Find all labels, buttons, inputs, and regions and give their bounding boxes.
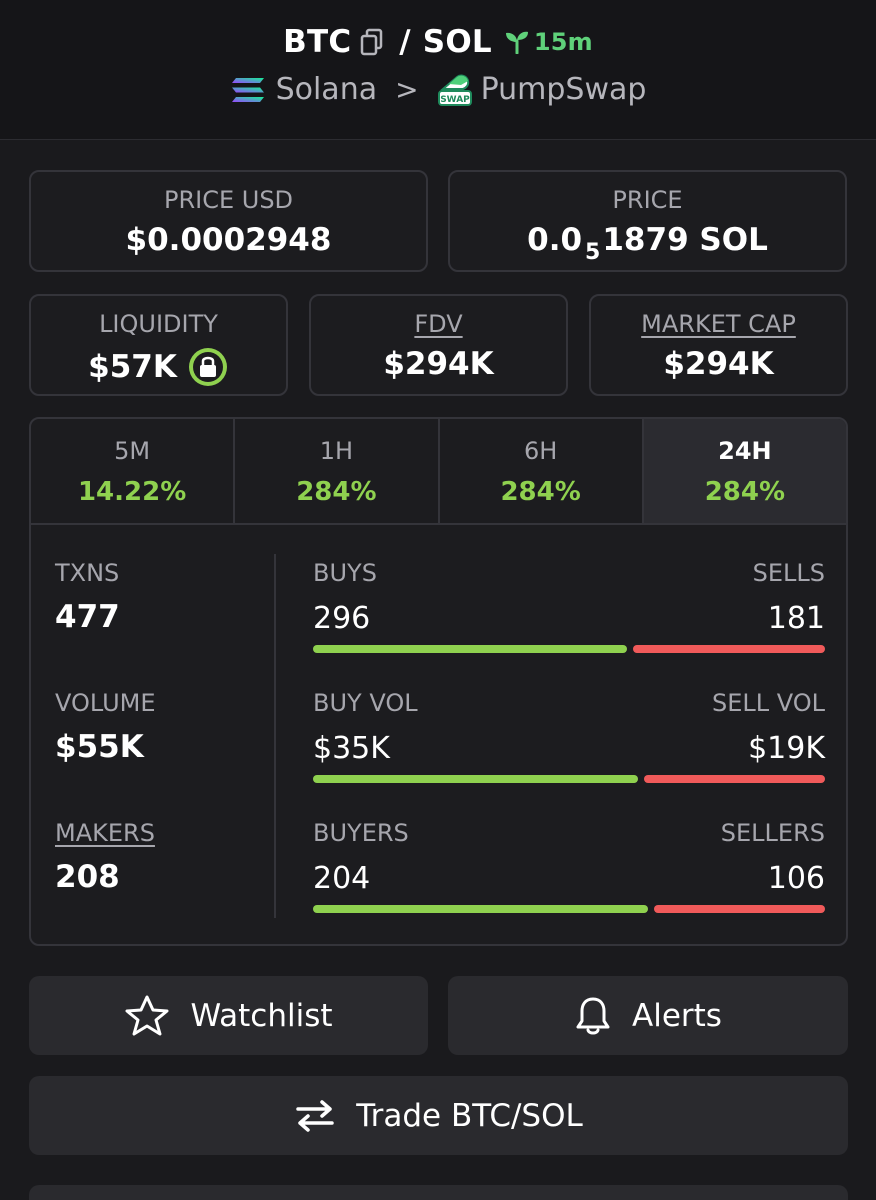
makers-metric: MAKERS 208 [55, 819, 155, 895]
buyers-value: 204 [313, 861, 371, 896]
sell-vol-label: SELL VOL [711, 689, 825, 717]
chain-link[interactable]: Solana [275, 72, 378, 107]
sells-bar [633, 645, 825, 653]
sell-vol-bar [644, 775, 825, 783]
liquidity-label: LIQUIDITY [99, 310, 218, 338]
tab-1h[interactable]: 1H 284% [235, 419, 440, 523]
base-token: BTC [283, 24, 352, 60]
lock-icon[interactable] [187, 346, 229, 388]
market-cap-card[interactable]: MARKET CAP $294K [589, 294, 848, 396]
buy-vol-value: $35K [313, 731, 390, 766]
tab-change: 14.22% [77, 477, 187, 507]
tab-label: 5M [114, 437, 151, 465]
market-cap-label[interactable]: MARKET CAP [641, 310, 796, 338]
buys-sells-ratio: BUYS SELLS 296 181 [313, 559, 825, 669]
liquidity-value: $57K [88, 349, 177, 385]
star-icon [125, 995, 169, 1035]
tab-6h[interactable]: 6H 284% [440, 419, 644, 523]
buyers-bar [313, 905, 648, 913]
solana-icon [230, 76, 266, 104]
watchlist-button[interactable]: Watchlist [29, 976, 428, 1055]
watchlist-label: Watchlist [190, 997, 333, 1034]
tab-24h[interactable]: 24H 284% [643, 419, 846, 523]
quote-token: SOL [422, 24, 492, 60]
tab-change: 284% [500, 477, 581, 507]
sells-value: 181 [767, 601, 825, 636]
buyers-sellers-ratio: BUYERS SELLERS 204 106 [313, 819, 825, 929]
liquidity-value-row: $57K [31, 346, 286, 388]
price-zero-count: 5 [585, 239, 601, 265]
fdv-label[interactable]: FDV [414, 310, 463, 338]
price-native-value: 0.0 5 1879 SOL [450, 222, 845, 265]
txns-value: 477 [55, 599, 120, 635]
buy-vol-label: BUY VOL [313, 689, 418, 717]
pair-age: 15m [504, 28, 593, 56]
volume-label: VOLUME [55, 689, 156, 717]
market-cap-value: $294K [663, 346, 774, 382]
chevron-right-icon: > [395, 73, 419, 106]
bell-icon [576, 997, 610, 1034]
buys-value: 296 [313, 601, 371, 636]
stats-panel: 5M 14.22% 1H 284% 6H 284% 24H 284% TXNS … [29, 417, 848, 946]
sellers-value: 106 [767, 861, 825, 896]
tab-change: 284% [296, 477, 377, 507]
liquidity-card: LIQUIDITY $57K [29, 294, 288, 396]
sellers-label: SELLERS [720, 819, 825, 847]
txns-label: TXNS [55, 559, 120, 587]
price-native-card: PRICE 0.0 5 1879 SOL [448, 170, 847, 272]
volume-value: $55K [55, 729, 144, 765]
pair-header: BTC / SOL 15m [0, 0, 876, 140]
makers-value: 208 [55, 859, 120, 895]
tab-change: 284% [704, 477, 786, 507]
timeframe-tabs: 5M 14.22% 1H 284% 6H 284% 24H 284% [31, 419, 846, 525]
fdv-card[interactable]: FDV $294K [309, 294, 568, 396]
txns-metric: TXNS 477 [55, 559, 120, 635]
breadcrumb: Solana > SWAP PumpSwap [0, 72, 876, 107]
copy-icon[interactable] [359, 28, 385, 56]
fdv-value: $294K [383, 346, 494, 382]
price-prefix: 0.0 [527, 222, 583, 258]
alerts-label: Alerts [632, 997, 722, 1034]
tab-5m[interactable]: 5M 14.22% [31, 419, 236, 523]
pumpswap-icon: SWAP [437, 73, 473, 107]
column-divider [274, 554, 276, 918]
price-native-label: PRICE [612, 186, 683, 214]
sell-vol-value: $19K [748, 731, 825, 766]
price-usd-card: PRICE USD $0.0002948 [29, 170, 428, 272]
price-usd-value: $0.0002948 [125, 222, 332, 258]
trade-button[interactable]: Trade BTC/SOL [29, 1076, 848, 1155]
buyers-label: BUYERS [313, 819, 409, 847]
tab-label: 24H [718, 437, 772, 465]
sells-label: SELLS [752, 559, 825, 587]
pair-slash: / [399, 24, 411, 60]
volume-ratio: BUY VOL SELL VOL $35K $19K [313, 689, 825, 799]
alerts-button[interactable]: Alerts [448, 976, 848, 1055]
trade-label: Trade BTC/SOL [356, 1097, 583, 1134]
price-rest: 1879 SOL [602, 222, 768, 258]
buys-bar [313, 645, 627, 653]
pair-title: BTC / SOL 15m [0, 24, 876, 60]
next-section-edge [29, 1185, 848, 1200]
swap-arrows-icon [296, 1099, 334, 1132]
price-usd-label: PRICE USD [163, 186, 294, 214]
seedling-icon [505, 31, 528, 54]
buys-label: BUYS [313, 559, 377, 587]
buy-vol-bar [313, 775, 638, 783]
tab-label: 1H [319, 437, 354, 465]
makers-label[interactable]: MAKERS [55, 819, 155, 847]
tab-label: 6H [523, 437, 558, 465]
dex-link[interactable]: PumpSwap [480, 72, 647, 107]
sellers-bar [654, 905, 825, 913]
volume-metric: VOLUME $55K [55, 689, 156, 765]
dex-logo-text: SWAP [440, 95, 470, 105]
age-label: 15m [533, 28, 593, 56]
